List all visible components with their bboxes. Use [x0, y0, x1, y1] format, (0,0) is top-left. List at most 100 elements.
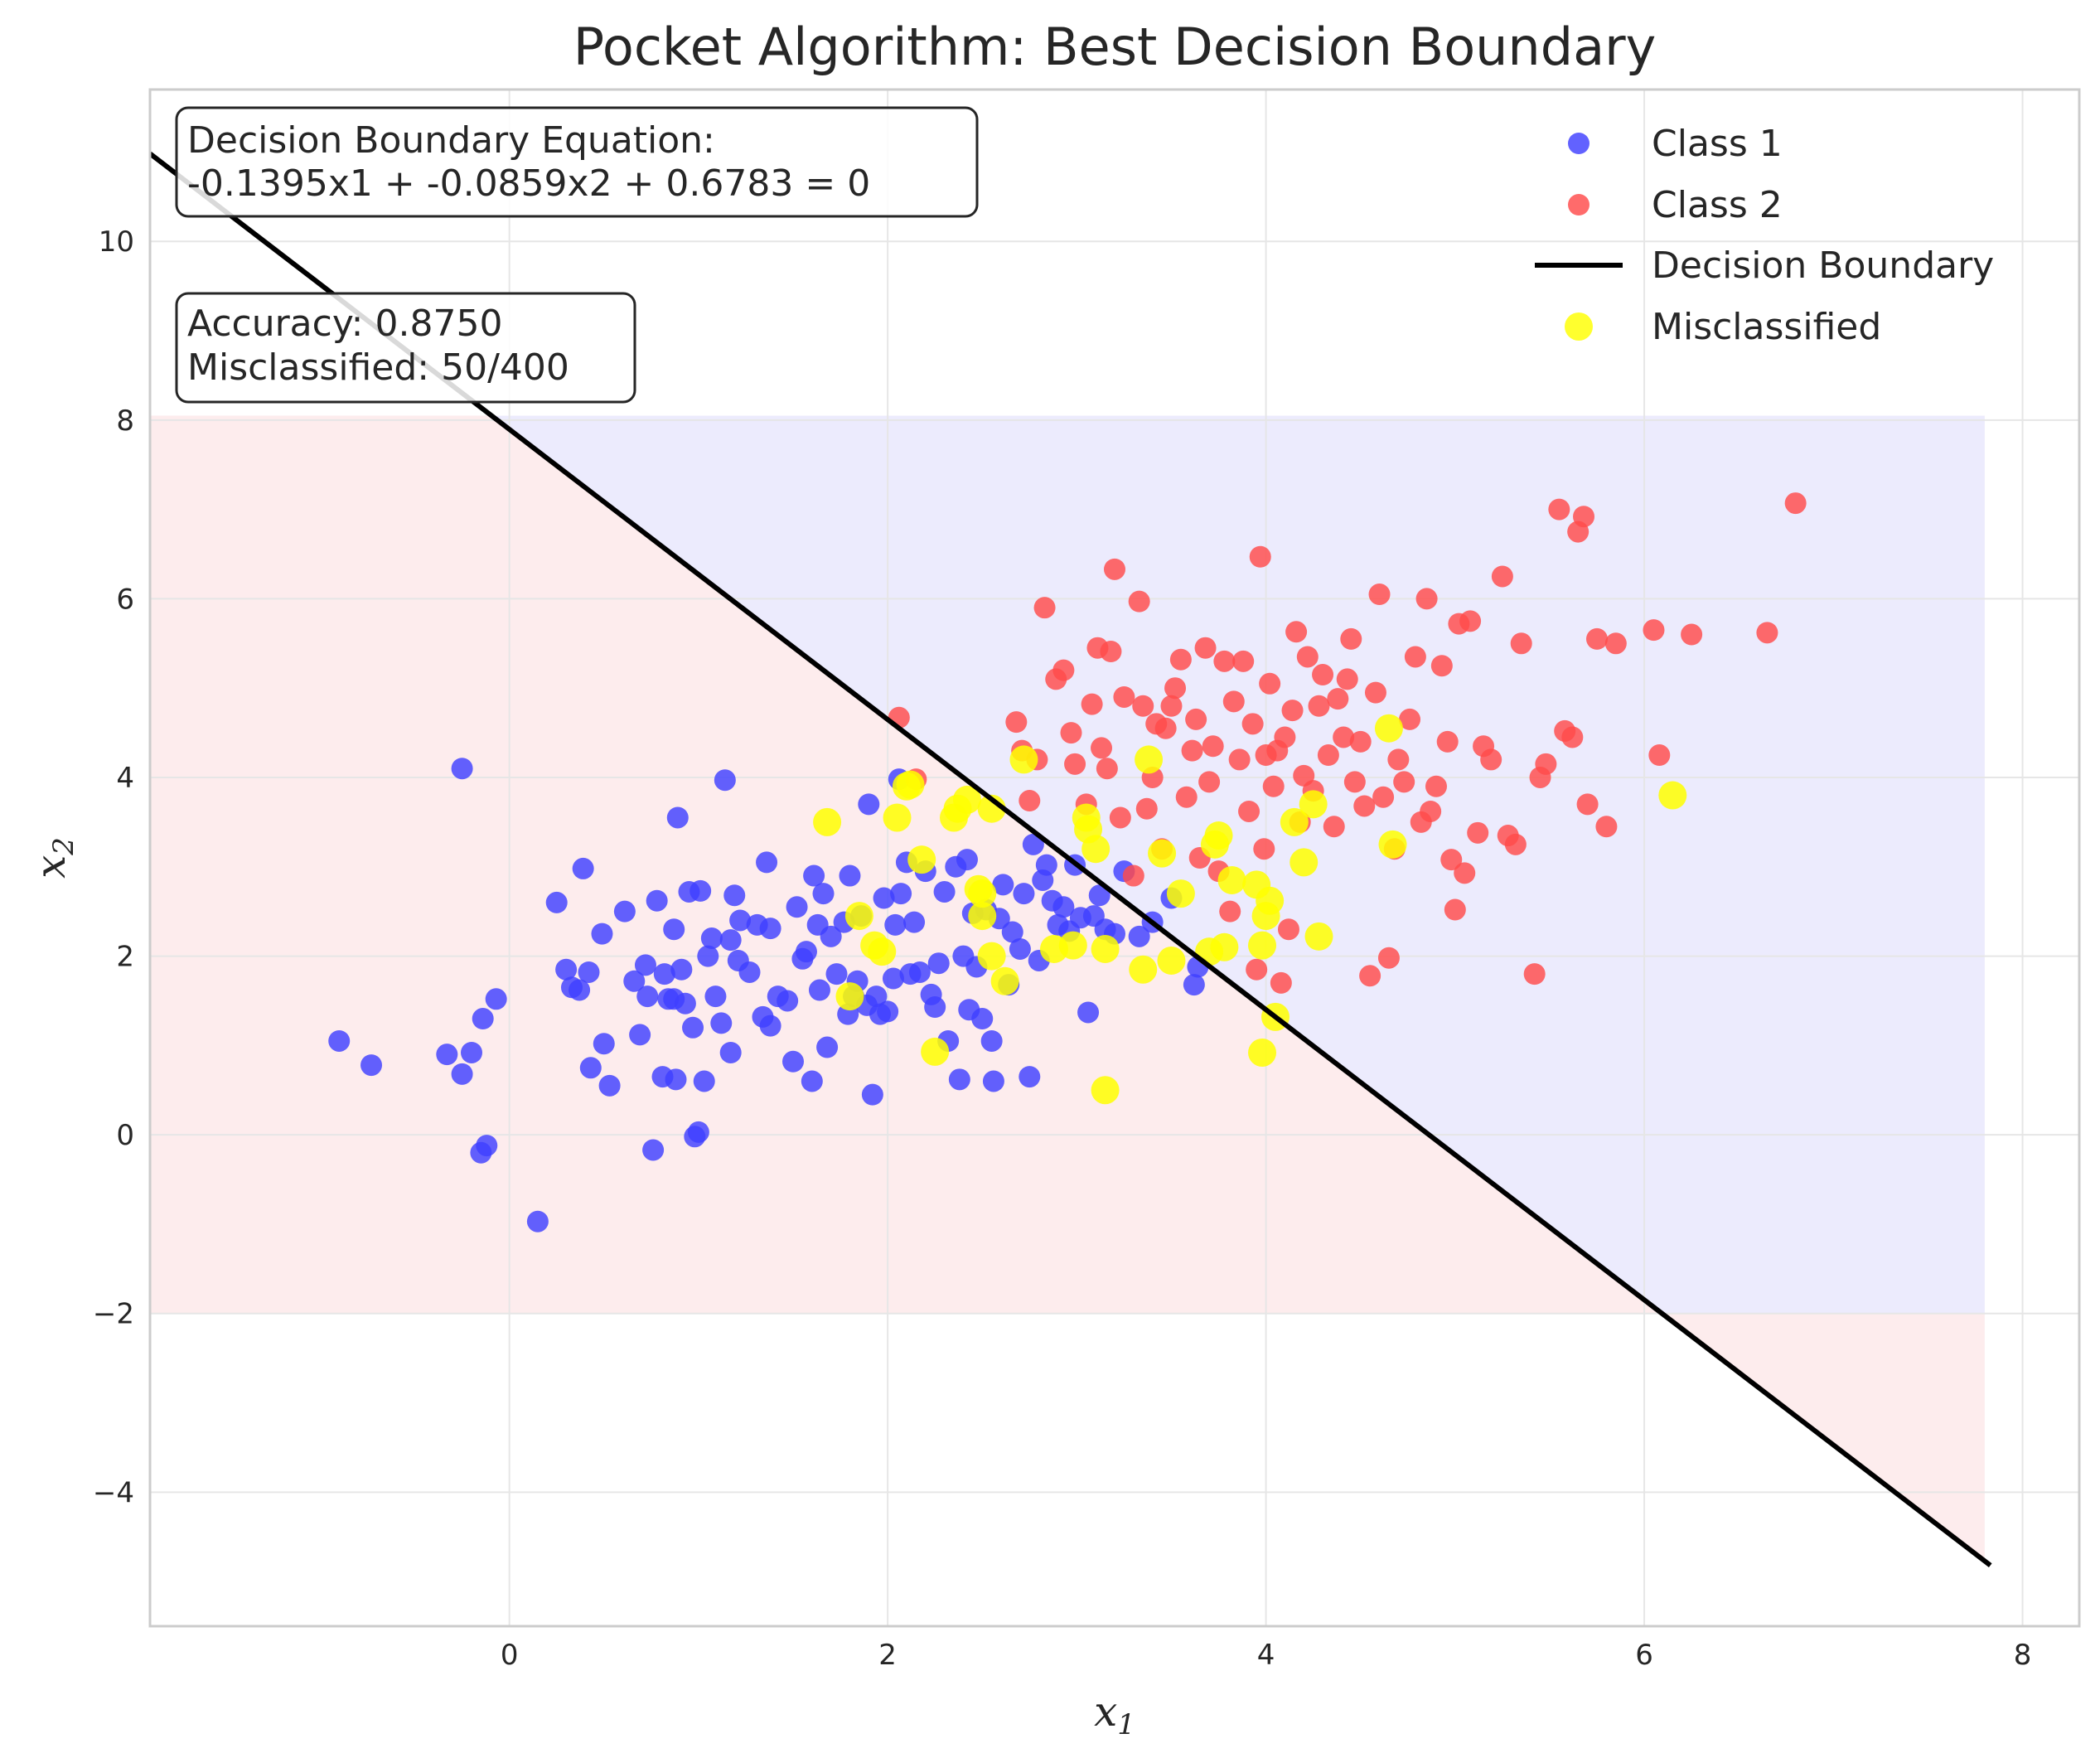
class-1-point: [890, 883, 912, 905]
class-1-point: [578, 961, 600, 983]
class-2-point: [1198, 771, 1221, 793]
x-axis-label-subscript: 1: [1117, 1708, 1135, 1741]
class-1-point: [861, 1083, 883, 1106]
class-2-point: [1100, 641, 1122, 663]
class-2-point: [1415, 588, 1438, 610]
class-2-point: [1364, 681, 1386, 704]
equation-box: Decision Boundary Equation: -0.1395x1 + …: [175, 106, 979, 218]
class-1-point: [1052, 896, 1075, 918]
class-2-point: [1296, 646, 1319, 668]
class-1-point: [436, 1044, 458, 1066]
class-2-point: [1091, 737, 1113, 759]
class-1-point: [873, 887, 895, 909]
misclassified-point: [1299, 790, 1328, 819]
class-1-point: [801, 1070, 823, 1092]
class-2-point: [1262, 775, 1285, 797]
class-2-point: [1349, 730, 1372, 753]
class-2-point: [1387, 748, 1410, 771]
class-2-point: [1548, 498, 1570, 521]
misclassified-point: [907, 845, 936, 874]
class-2-point: [1060, 722, 1082, 744]
class-2-point: [1312, 664, 1334, 686]
class-1-point: [729, 909, 752, 932]
x-axis-label-main: x: [1094, 1688, 1117, 1736]
class-1-point: [980, 1029, 1003, 1052]
class-1-point: [593, 1033, 615, 1055]
y-tick-label: −2: [93, 1298, 134, 1331]
x-tick-label: 2: [878, 1639, 897, 1672]
class-1-point: [555, 958, 578, 981]
class-1-point: [1077, 1001, 1100, 1024]
misclassified-point: [1166, 879, 1195, 908]
legend: Class 1 Class 2 Decision Boundary Misclassi…: [1535, 123, 1994, 348]
x-tick-labels: 0 2 4 6 8: [501, 1639, 2032, 1672]
class-2-point: [1359, 965, 1381, 987]
class-2-point: [1253, 838, 1275, 860]
class-1-point: [572, 857, 594, 879]
class-2-point: [1249, 545, 1271, 568]
class-1-point: [665, 1068, 687, 1091]
class-2-point: [1181, 739, 1203, 762]
equation-box-frame: [175, 106, 979, 218]
class-2-point: [1277, 918, 1299, 941]
class-1-point: [472, 1008, 494, 1030]
x-tick-label: 0: [501, 1639, 519, 1672]
class-2-point: [1323, 816, 1345, 838]
class-1-point: [756, 851, 778, 874]
class-1-point: [476, 1135, 498, 1157]
class-2-point: [1372, 786, 1395, 808]
class-1-point: [738, 961, 761, 983]
class-1-point: [629, 1024, 651, 1046]
misclassified-point: [943, 794, 972, 823]
y-tick-label: 2: [116, 941, 134, 974]
misclassified-point: [1304, 922, 1333, 951]
class-1-point: [971, 1008, 994, 1030]
class-1-point: [1019, 1066, 1041, 1088]
class-1-point: [1022, 833, 1044, 855]
class-1-point: [646, 889, 668, 912]
misclassified-point: [844, 902, 873, 931]
misclassified-point: [1009, 745, 1038, 774]
class-1-point: [759, 918, 781, 940]
class-1-point: [877, 1000, 899, 1023]
class-1-point: [485, 988, 507, 1010]
class-1-point: [719, 1041, 742, 1063]
misclassified-point: [990, 966, 1019, 995]
stats-box: Accuracy: 0.8750 Misclassified: 50/400: [175, 292, 636, 404]
class-1-point: [613, 900, 636, 923]
legend-dot-marker: [1565, 312, 1593, 341]
class-1-point: [820, 925, 842, 947]
class-2-point: [1368, 584, 1391, 606]
class-1-point: [1001, 921, 1023, 943]
class-1-point: [674, 992, 696, 1015]
class-1-point: [700, 927, 723, 950]
class-1-point: [982, 1070, 1004, 1092]
class-2-point: [1194, 637, 1217, 659]
class-1-point: [1013, 883, 1035, 905]
misclassified-point: [1217, 865, 1246, 894]
class-2-point: [1052, 659, 1075, 681]
class-1-point: [360, 1054, 383, 1077]
misclassified-point: [896, 770, 925, 799]
class-2-point: [1510, 632, 1532, 655]
class-1-point: [545, 891, 568, 913]
misclassified-points: [813, 714, 1687, 1105]
class-1-point: [884, 913, 907, 936]
class-1-point: [927, 952, 950, 975]
class-1-point: [697, 945, 719, 967]
misclassified-point: [1091, 1076, 1120, 1105]
class-1-point: [663, 918, 685, 941]
class-1-point: [882, 967, 904, 990]
misclassified-point: [868, 937, 897, 966]
misclassified-point: [1290, 848, 1319, 877]
class-2-point: [1393, 771, 1415, 793]
y-tick-label: 6: [116, 583, 134, 616]
class-1-point: [461, 1041, 482, 1063]
class-1-point: [598, 1074, 621, 1097]
stats-box-frame: [175, 292, 636, 404]
class-1-point: [795, 941, 817, 963]
misclassified-point: [1658, 781, 1687, 810]
y-tick-label: 0: [116, 1119, 134, 1152]
class-2-point: [1404, 646, 1426, 668]
class-2-point: [1377, 947, 1400, 969]
